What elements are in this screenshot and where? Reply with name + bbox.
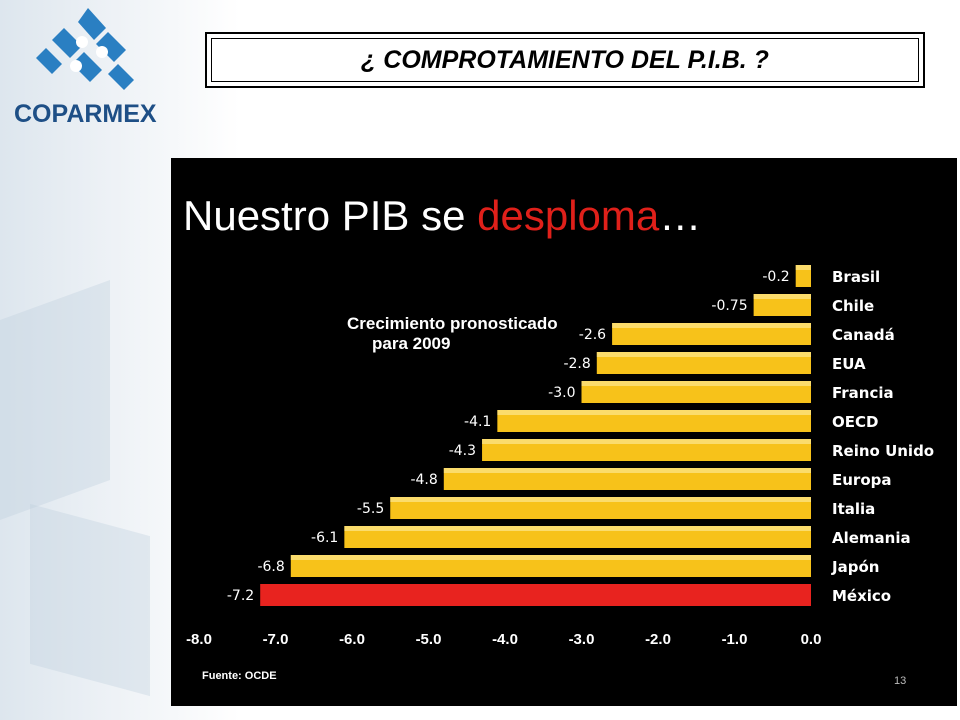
headline-text: Nuestro PIB se	[183, 192, 478, 239]
bar-chart: -0.2 Brasil -0.75 Chile -2.6 Canadá -2.8 EUA -3.…	[186, 265, 934, 648]
chart-bar	[260, 584, 811, 606]
x-tick-label: -6.0	[339, 631, 365, 648]
category-label: Reino Unido	[832, 442, 934, 460]
title-inner-frame: ¿ COMPROTAMIENTO DEL P.I.B. ?	[211, 38, 919, 82]
x-tick-label: -4.0	[492, 631, 518, 648]
bar-value-label: -6.8	[257, 559, 284, 575]
bar-value-label: -0.2	[762, 269, 789, 285]
chart-bar-shine	[795, 265, 811, 270]
category-label: OECD	[832, 413, 878, 431]
chart-slide: -0.2 Brasil -0.75 Chile -2.6 Canadá -2.8 EUA -3.…	[171, 158, 957, 706]
chart-bar-shine	[612, 323, 811, 328]
chart-bar	[497, 410, 811, 432]
chart-bar-shine	[482, 439, 811, 444]
category-label: Canadá	[832, 326, 895, 344]
bar-value-label: -4.8	[410, 472, 437, 488]
category-label: Alemania	[832, 529, 911, 547]
bar-value-label: -4.3	[449, 443, 476, 459]
category-label: Europa	[832, 471, 892, 489]
chart-bar	[612, 323, 811, 345]
category-label: Chile	[832, 297, 874, 315]
background-shape	[0, 279, 110, 521]
chart-bar	[596, 352, 811, 374]
x-tick-label: -8.0	[186, 631, 212, 648]
chart-bar-shine	[443, 468, 811, 473]
chart-bar-shine	[497, 410, 811, 415]
chart-bar-shine	[390, 497, 811, 502]
category-label: Francia	[832, 384, 894, 402]
chart-headline: Nuestro PIB se desploma…	[183, 192, 701, 240]
x-tick-label: -2.0	[645, 631, 671, 648]
bar-value-label: -2.8	[563, 356, 590, 372]
category-label: Japón	[831, 558, 879, 576]
chart-bar	[290, 555, 811, 577]
title-box: ¿ COMPROTAMIENTO DEL P.I.B. ?	[205, 32, 925, 88]
source-note: Fuente: OCDE	[202, 670, 277, 682]
chart-bar	[390, 497, 811, 519]
chart-bar	[581, 381, 811, 403]
logo-text: COPARMEX	[14, 100, 157, 128]
subtitle-line-2: para 2009	[372, 334, 451, 353]
chart-bar-shine	[581, 381, 811, 386]
chart-bar	[482, 439, 811, 461]
chart-bar-shine	[753, 294, 811, 299]
bar-value-label: -2.6	[579, 327, 606, 343]
x-tick-label: -7.0	[263, 631, 289, 648]
chart-bar-shine	[290, 555, 811, 560]
coparmex-logo-mark	[36, 8, 134, 90]
background-shape	[30, 503, 150, 697]
bar-value-label: -7.2	[227, 588, 254, 604]
x-tick-label: -5.0	[416, 631, 442, 648]
chart-subtitle: Crecimiento pronosticado para 2009	[347, 314, 587, 354]
headline-ellipsis: …	[659, 192, 702, 239]
category-label: Italia	[832, 500, 875, 518]
bar-value-label: -4.1	[464, 414, 491, 430]
chart-bar	[753, 294, 811, 316]
bar-value-label: -0.75	[711, 298, 747, 314]
category-label: Brasil	[832, 268, 880, 286]
page-title: ¿ COMPROTAMIENTO DEL P.I.B. ?	[361, 45, 769, 74]
bar-value-label: -3.0	[548, 385, 575, 401]
slide-page-number: 13	[894, 675, 907, 687]
category-label: EUA	[832, 355, 866, 373]
chart-bar	[344, 526, 811, 548]
bar-value-label: -5.5	[357, 501, 384, 517]
x-tick-label: 0.0	[801, 631, 822, 648]
headline-highlight: desploma	[477, 192, 660, 239]
chart-bar	[795, 265, 811, 287]
category-label: México	[832, 587, 891, 605]
x-tick-label: -1.0	[722, 631, 748, 648]
subtitle-line-1: Crecimiento pronosticado	[347, 314, 558, 333]
coparmex-logo: COPARMEX	[6, 6, 166, 128]
bar-value-label: -6.1	[311, 530, 338, 546]
chart-bar	[443, 468, 811, 490]
x-tick-label: -3.0	[569, 631, 595, 648]
chart-bar-shine	[596, 352, 811, 357]
chart-bar-shine	[344, 526, 811, 531]
